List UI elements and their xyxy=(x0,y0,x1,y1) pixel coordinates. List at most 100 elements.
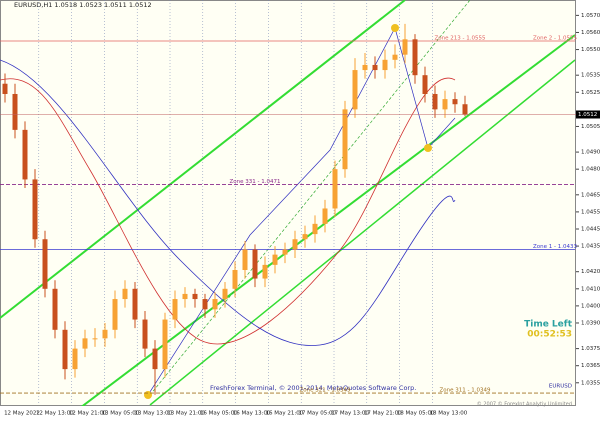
candle-body xyxy=(452,99,458,105)
pivot-marker xyxy=(391,24,399,32)
candle-body xyxy=(182,293,188,300)
y-tick-label: 1.0435 xyxy=(581,244,600,250)
candle-body xyxy=(42,239,48,289)
candle-body xyxy=(32,179,38,240)
x-tick-label: 17 May 13:00 xyxy=(331,411,369,417)
x-tick-label: 13 May 21:00 xyxy=(167,411,205,417)
x-tick-label: 17 May 05:00 xyxy=(298,411,336,417)
candle-body xyxy=(462,104,468,115)
candle-body xyxy=(12,93,18,130)
x-tick-label: 16 May 05:00 xyxy=(200,411,238,417)
channel-line xyxy=(149,59,576,406)
candle-body xyxy=(122,288,128,300)
candle-body xyxy=(272,254,278,265)
y-tick-label: 1.0505 xyxy=(581,124,600,130)
y-tick-label: 1.0480 xyxy=(581,167,600,173)
y-tick-label: 1.0355 xyxy=(581,380,600,386)
x-tick-label: 18 May 13:00 xyxy=(430,411,468,417)
channel-line xyxy=(0,0,406,319)
bid-box xyxy=(576,110,600,119)
candle-body xyxy=(152,348,158,370)
candle-body xyxy=(222,288,228,300)
x-axis-bar xyxy=(0,406,600,423)
x-tick-label: 12 May 21:00 xyxy=(69,411,107,417)
candle-body xyxy=(212,299,218,310)
zone-label: Zone 311 - 1.0349 xyxy=(440,388,491,394)
y-tick-label: 1.0490 xyxy=(581,150,600,156)
candle-body xyxy=(252,249,258,279)
y-tick-label: 1.0535 xyxy=(581,73,600,79)
x-tick-label: 16 May 21:00 xyxy=(266,411,304,417)
candle-body xyxy=(242,249,248,270)
candle-body xyxy=(372,64,378,71)
candle-body xyxy=(392,54,398,60)
y-tick-label: 1.0560 xyxy=(581,30,600,36)
x-tick-label: 13 May 05:00 xyxy=(102,411,140,417)
indicators xyxy=(0,0,576,423)
candle-body xyxy=(52,288,58,330)
y-tick-label: 1.0465 xyxy=(581,192,600,198)
pivot-marker xyxy=(144,391,152,399)
zone-label: Zone 213 - 1.0555 xyxy=(435,36,486,42)
pivot-marker xyxy=(424,144,432,152)
candle-body xyxy=(232,270,238,289)
y-tick-label: 1.0445 xyxy=(581,226,600,232)
bid-label: 1.0512 xyxy=(578,112,597,118)
x-tick-label: 18 May 05:00 xyxy=(397,411,435,417)
candle-body xyxy=(282,249,288,255)
candle-body xyxy=(142,319,148,349)
symbol-tag: EURUSD xyxy=(549,384,572,390)
footer: FreshForex Terminal, © 2001-2014, MetaQu… xyxy=(210,384,416,392)
candle-body xyxy=(332,169,338,209)
y-tick-label: 1.0365 xyxy=(581,363,600,369)
moving-average xyxy=(0,77,456,345)
candle-body xyxy=(72,348,78,370)
zone-label: Zone 321 - 1.0349 xyxy=(300,388,351,394)
y-tick-label: 1.0375 xyxy=(581,346,600,352)
candle-body xyxy=(132,288,138,320)
candle-body xyxy=(112,299,118,330)
candle-body xyxy=(2,83,8,94)
x-tick-label: 13 May 13:00 xyxy=(134,411,172,417)
zigzag xyxy=(147,27,456,396)
x-tick-label: 12 May 2022 xyxy=(4,411,40,417)
x-tick-label: 12 May 13:00 xyxy=(36,411,74,417)
candle-body xyxy=(22,129,28,180)
candle-body xyxy=(162,319,168,370)
candle-body xyxy=(102,329,108,339)
time-left: 00:52:53 xyxy=(527,330,572,340)
moving-average xyxy=(0,59,456,346)
zone-label: Zone 331 - 1.0471 xyxy=(230,179,281,185)
y-tick-label: 1.0390 xyxy=(581,320,600,326)
y-axis-bar xyxy=(576,0,600,406)
y-tick-label: 1.0420 xyxy=(581,269,600,275)
candle-body xyxy=(412,39,418,76)
candle-body xyxy=(382,59,388,71)
candle-body xyxy=(202,299,208,310)
y-tick-label: 1.0455 xyxy=(581,209,600,215)
candle-body xyxy=(192,293,198,300)
time-left-label: Time Left xyxy=(524,320,573,330)
candle-body xyxy=(92,338,98,340)
candle-body xyxy=(402,39,408,55)
candle-body xyxy=(322,208,328,224)
candle-body xyxy=(432,93,438,110)
copyright: © 2007 © Forexlnt Analytiy Unlimited xyxy=(477,401,572,408)
zone-label: Zone 1 - 1.0433 xyxy=(533,244,577,250)
y-tick-label: 1.0410 xyxy=(581,286,600,292)
candle-body xyxy=(82,338,88,349)
y-tick-label: 1.0550 xyxy=(581,47,600,53)
x-tick-label: 17 May 21:00 xyxy=(364,411,402,417)
y-tick-label: 1.0400 xyxy=(581,303,600,309)
candle-body xyxy=(342,109,348,170)
y-tick-label: 1.0570 xyxy=(581,13,600,19)
candle-body xyxy=(62,329,68,370)
chart-title: EURUSD,H1 1.0518 1.0523 1.0511 1.0512 xyxy=(14,1,152,9)
x-tick-label: 16 May 13:00 xyxy=(233,411,271,417)
zone-label: Zone 2 - 1.0555 xyxy=(533,36,577,42)
candle-body xyxy=(172,299,178,320)
candle-body xyxy=(422,75,428,94)
candle-body xyxy=(312,223,318,235)
